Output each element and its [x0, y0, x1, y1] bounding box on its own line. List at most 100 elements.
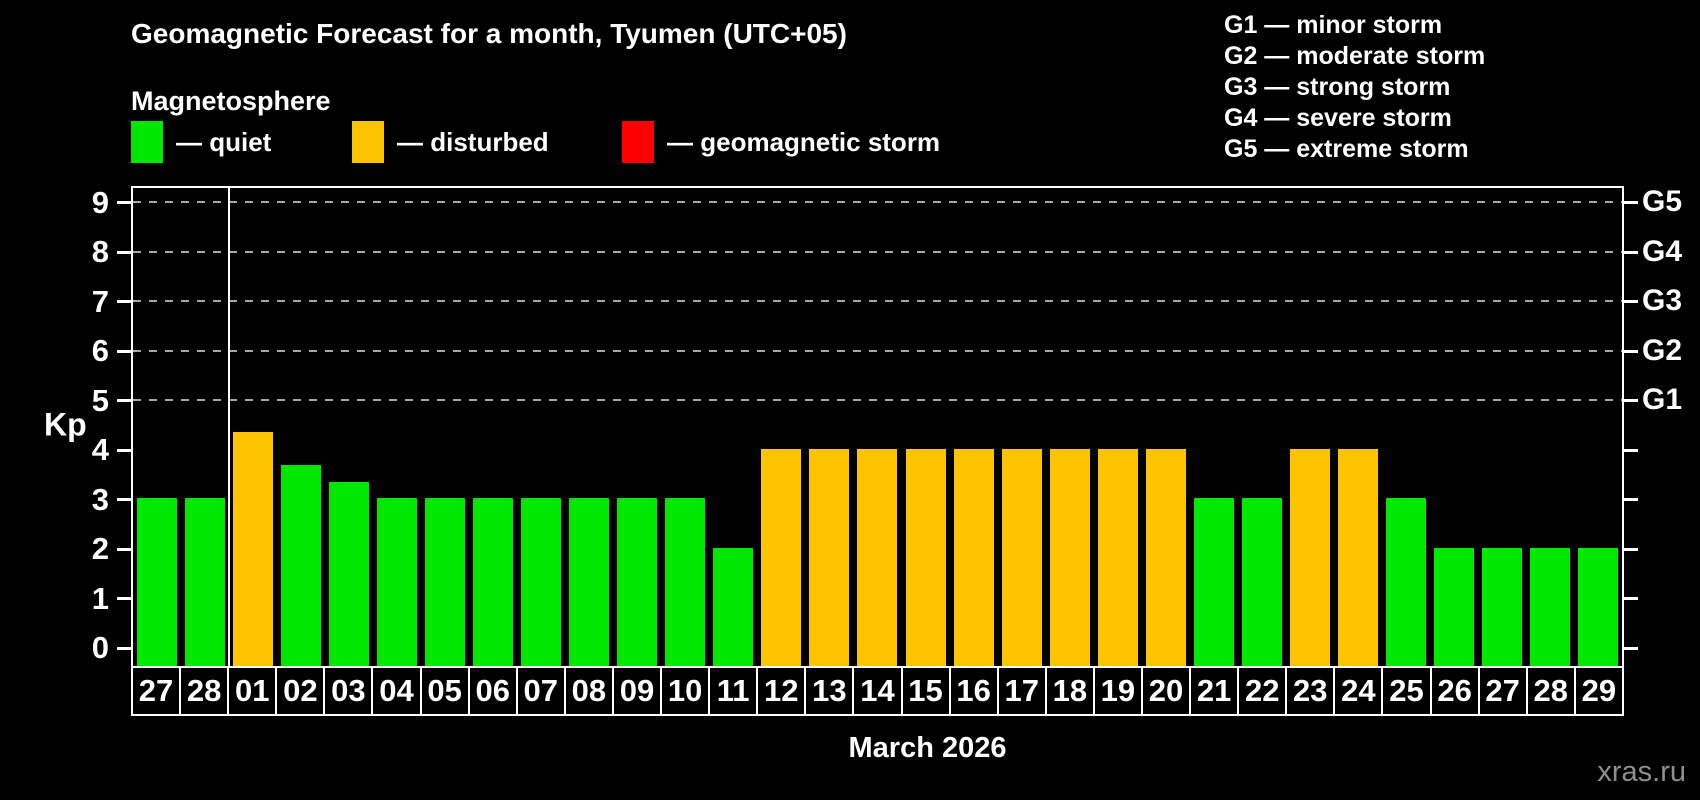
kp-bar-day-22: [1241, 498, 1282, 666]
date-cell-05: 05: [422, 668, 470, 714]
date-cell-04: 04: [373, 668, 422, 714]
date-cell-28: 28: [181, 668, 230, 714]
status-legend: — quiet — disturbed — geomagnetic storm: [131, 120, 1081, 164]
x-axis-title: March 2026: [848, 732, 1007, 764]
kp-bar-day-11: [713, 547, 754, 666]
month-separator-line: [228, 188, 231, 666]
kp-bar-day-01: [233, 432, 274, 666]
y-tick-label-7: 7: [91, 283, 109, 319]
bar-slot: [229, 188, 277, 666]
kp-bar-day-23: [1289, 448, 1330, 666]
kp-bar-day-03: [329, 481, 370, 666]
y-tick-left-6: [117, 349, 131, 353]
storm-scale-item-g5: G5 — extreme storm: [1224, 135, 1469, 163]
y-tick-right-4: [1624, 448, 1638, 452]
legend-swatch-quiet: [131, 121, 163, 163]
kp-bar-day-21: [1193, 498, 1234, 666]
date-cell-17: 17: [999, 668, 1047, 714]
y-tick-label-2: 2: [91, 531, 109, 566]
date-cell-27: 27: [133, 668, 182, 714]
date-cell-20: 20: [1143, 668, 1192, 714]
date-cell-10: 10: [662, 668, 711, 714]
kp-bar-day-16: [953, 448, 994, 666]
right-axis-label-G4: G4: [1642, 234, 1683, 268]
kp-bar-day-27: [1481, 547, 1522, 666]
bar-slot: [1238, 188, 1286, 666]
kp-bar-day-14: [857, 448, 898, 666]
bar-slot: [1526, 188, 1574, 666]
bar-slot: [805, 188, 853, 666]
kp-bar-day-08: [569, 498, 610, 666]
y-tick-right-5: [1624, 399, 1638, 402]
bar-slot: [1190, 188, 1238, 666]
y-tick-left-5: [117, 399, 131, 402]
kp-bar-day-04: [377, 498, 418, 666]
bar-slot: [469, 188, 517, 666]
storm-scale-item-g2: G2 — moderate storm: [1224, 42, 1486, 70]
y-tick-label-4: 4: [91, 432, 109, 467]
y-tick-left-2: [117, 547, 131, 551]
bar-slot: [565, 188, 613, 666]
date-cell-27: 27: [1480, 668, 1528, 714]
watermark: xras.ru: [1597, 756, 1686, 788]
y-axis-title: Kp: [44, 406, 87, 443]
bar-slot: [902, 188, 950, 666]
y-tick-label-0: 0: [91, 630, 109, 665]
y-tick-label-8: 8: [91, 234, 109, 269]
y-tick-left-8: [117, 250, 131, 254]
y-tick-left-7: [117, 300, 131, 303]
date-cell-02: 02: [277, 668, 326, 714]
y-tick-right-1: [1624, 597, 1638, 600]
date-cell-24: 24: [1335, 668, 1384, 714]
y-tick-right-3: [1624, 498, 1638, 501]
bar-slot: [1382, 188, 1430, 666]
legend-item-quiet: — quiet: [131, 120, 271, 164]
kp-bar-day-15: [905, 448, 946, 666]
bar-slot: [613, 188, 661, 666]
kp-bar-day-29: [1577, 547, 1618, 666]
date-cell-06: 06: [470, 668, 518, 714]
bar-slot: [1046, 188, 1094, 666]
legend-swatch-storm: [622, 121, 654, 163]
date-cell-15: 15: [903, 668, 951, 714]
kp-bar-day-28: [185, 498, 226, 666]
bar-slot: [1574, 188, 1622, 666]
bar-slot: [1430, 188, 1478, 666]
bar-slot: [1334, 188, 1382, 666]
bar-slot: [181, 188, 229, 666]
y-tick-label-6: 6: [91, 333, 109, 368]
bar-slot: [709, 188, 757, 666]
gridline-kp9: [133, 201, 1622, 203]
kp-bar-day-25: [1385, 498, 1426, 666]
plot-area: G1 G2 G3 G4 G5 0 1 2 3 4 5 6 7 8 9 Kp: [44, 185, 1682, 668]
y-tick-left-4: [117, 448, 131, 452]
kp-bar-day-17: [1001, 448, 1042, 666]
plot-inner: G1 G2 G3 G4 G5 0 1 2 3 4 5 6 7 8 9: [92, 185, 1682, 666]
date-axis-row: 27 28 01 02 03 04 05 06 07 08 09 10 11 12 13 14 15 16 17 18…: [131, 666, 1624, 716]
chart-title: Geomagnetic Forecast for a month, Tyumen…: [131, 18, 847, 49]
date-cell-18: 18: [1047, 668, 1095, 714]
y-tick-label-3: 3: [91, 481, 109, 517]
gridline-kp7: [133, 300, 1622, 302]
date-cell-01: 01: [229, 668, 278, 714]
y-tick-right-6: [1624, 349, 1638, 353]
legend-label-storm: — geomagnetic storm: [667, 126, 941, 157]
bar-slot: [998, 188, 1046, 666]
right-axis-label-G2: G2: [1642, 333, 1683, 367]
date-cell-03: 03: [325, 668, 374, 714]
legend-label-quiet: — quiet: [176, 126, 272, 157]
kp-bar-day-10: [665, 498, 706, 666]
y-tick-right-9: [1624, 201, 1638, 204]
gridline-kp5: [133, 399, 1622, 401]
storm-scale-legend: G1 — minor storm G2 — moderate storm G3 — …: [1224, 10, 1485, 165]
bar-slot: [1478, 188, 1526, 666]
chart-subtitle: Magnetosphere: [131, 86, 331, 116]
gridline-kp6: [133, 349, 1622, 352]
storm-scale-item-g4: G4 — severe storm: [1224, 104, 1452, 132]
kp-bar-day-24: [1337, 448, 1378, 666]
y-tick-left-1: [117, 597, 131, 600]
kp-bar-day-26: [1433, 547, 1474, 666]
bar-slot: [661, 188, 709, 666]
bar-slot: [853, 188, 901, 666]
kp-bar-day-13: [809, 448, 850, 666]
